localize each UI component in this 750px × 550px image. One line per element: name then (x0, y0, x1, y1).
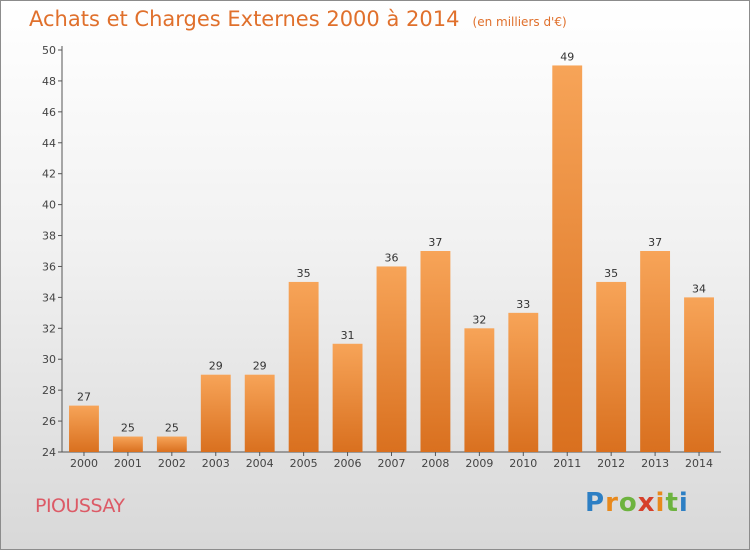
x-tick-label: 2014 (685, 457, 713, 470)
y-tick-label: 30 (42, 353, 56, 366)
bar (508, 312, 539, 452)
bar-value-label: 31 (341, 329, 355, 342)
bar-value-label: 29 (253, 360, 267, 373)
bar-value-label: 35 (297, 267, 311, 280)
x-tick-label: 2012 (597, 457, 625, 470)
y-tick-label: 42 (42, 168, 56, 181)
x-tick-label: 2003 (202, 457, 230, 470)
bar-value-label: 35 (604, 267, 618, 280)
logo-letter: o (618, 488, 638, 518)
title-row: Achats et Charges Externes 2000 à 2014 (… (29, 7, 567, 31)
logo-letter: t (665, 488, 679, 518)
y-tick-label: 48 (42, 75, 56, 88)
bar-value-label: 27 (77, 391, 91, 404)
x-tick-label: 2009 (465, 457, 493, 470)
bar-value-label: 29 (209, 360, 223, 373)
bar (596, 281, 627, 452)
x-tick-label: 2011 (553, 457, 581, 470)
x-tick-label: 2001 (114, 457, 142, 470)
bar-value-label: 25 (121, 422, 135, 435)
bar-value-label: 33 (516, 298, 530, 311)
bar (200, 374, 231, 452)
bar-value-label: 37 (648, 236, 662, 249)
logo-letter: x (637, 488, 656, 518)
proxiti-logo: Proxiti (585, 488, 689, 518)
bar-value-label: 25 (165, 422, 179, 435)
chart-title: Achats et Charges Externes 2000 à 2014 (29, 7, 460, 31)
commune-name: PIOUSSAY (35, 495, 125, 517)
bar-value-label: 49 (560, 50, 574, 63)
bar (684, 297, 714, 452)
y-tick-label: 26 (42, 415, 56, 428)
bar (640, 251, 671, 452)
logo-letter: r (605, 488, 619, 518)
bar (464, 328, 495, 452)
x-tick-label: 2005 (290, 457, 318, 470)
x-tick-label: 2000 (70, 457, 98, 470)
x-tick-label: 2013 (641, 457, 669, 470)
y-tick-label: 34 (42, 291, 56, 304)
bar (288, 281, 319, 452)
x-tick-label: 2008 (421, 457, 449, 470)
x-tick-label: 2004 (246, 457, 274, 470)
bar (112, 436, 143, 452)
bar (552, 65, 583, 452)
bar (69, 405, 99, 452)
chart-subtitle: (en milliers d'€) (472, 15, 567, 29)
logo-letter: i (655, 488, 666, 518)
bar-value-label: 34 (692, 282, 706, 295)
y-tick-label: 38 (42, 230, 56, 243)
bar (156, 436, 187, 452)
bar-value-label: 37 (428, 236, 442, 249)
logo-letter: P (585, 488, 606, 518)
y-tick-label: 50 (42, 44, 56, 57)
x-tick-label: 2006 (334, 457, 362, 470)
x-tick-label: 2007 (378, 457, 406, 470)
logo-letter: i (678, 488, 689, 518)
bar (332, 343, 363, 452)
bar (376, 266, 407, 452)
bar-value-label: 32 (472, 313, 486, 326)
y-tick-label: 28 (42, 384, 56, 397)
y-tick-label: 40 (42, 199, 56, 212)
y-tick-label: 32 (42, 322, 56, 335)
y-tick-label: 46 (42, 106, 56, 119)
bar (244, 374, 275, 452)
x-tick-label: 2010 (509, 457, 537, 470)
bar-value-label: 36 (385, 251, 399, 264)
y-tick-label: 44 (42, 137, 56, 150)
y-tick-label: 36 (42, 260, 56, 273)
x-tick-label: 2002 (158, 457, 186, 470)
bar (420, 251, 451, 452)
y-tick-label: 24 (42, 446, 56, 459)
